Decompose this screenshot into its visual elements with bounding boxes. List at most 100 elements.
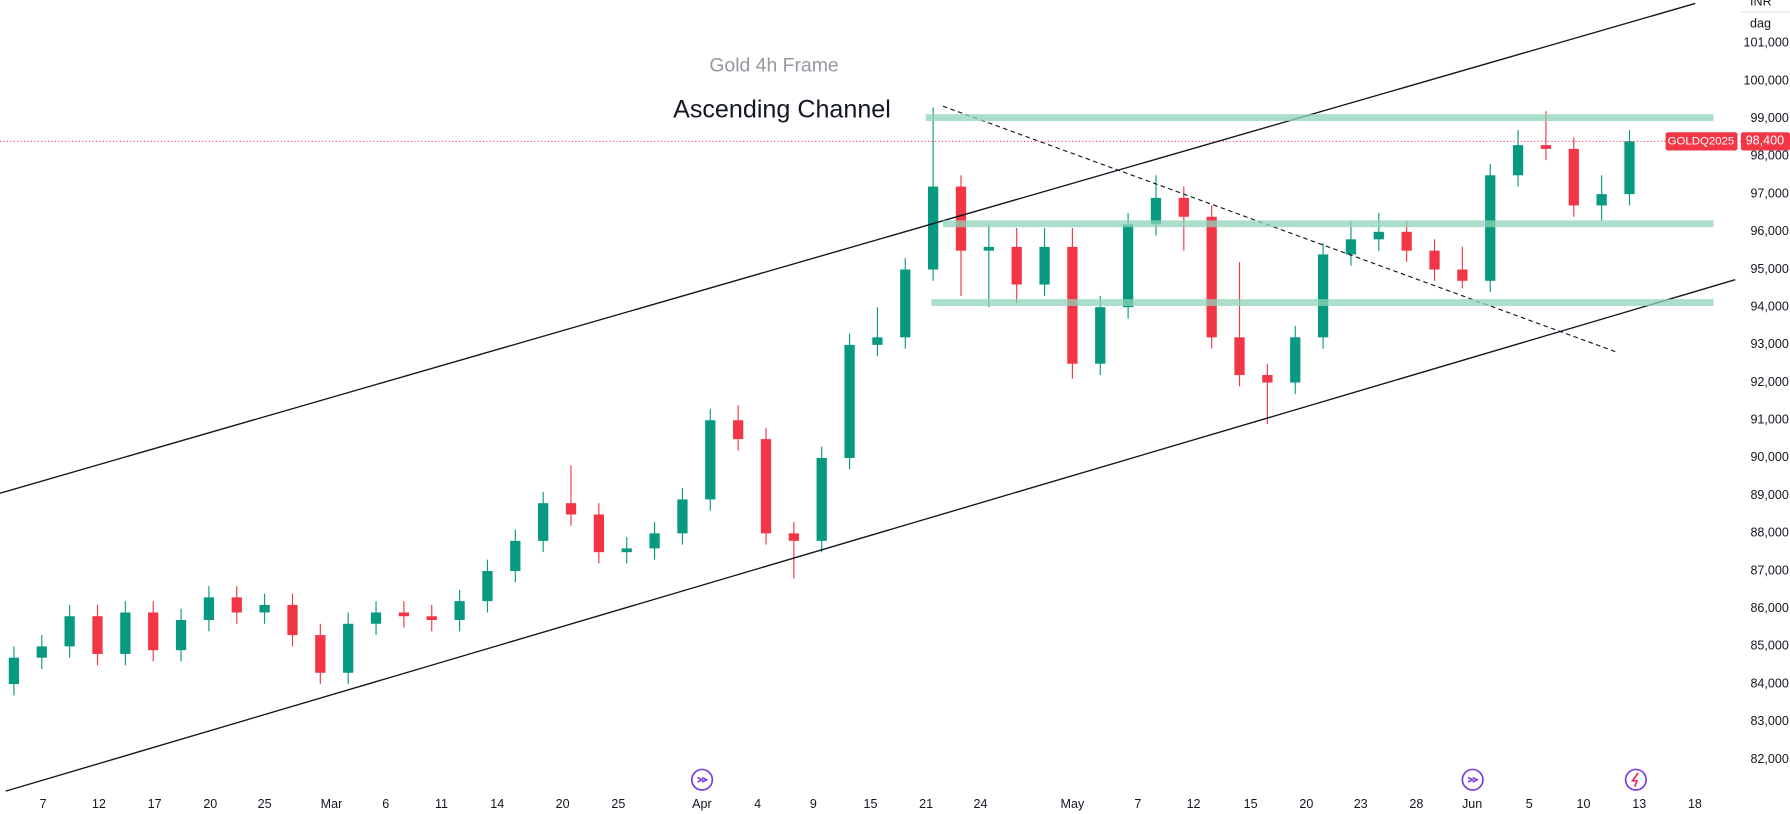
- candle-body: [1457, 269, 1468, 281]
- candle-body: [844, 344, 855, 458]
- candle-body: [538, 503, 549, 541]
- candle-body: [426, 616, 437, 621]
- x-tick-label: 24: [973, 797, 987, 811]
- channel-upper: [0, 2, 1696, 494]
- x-tick-label: 25: [258, 797, 272, 811]
- plot: 82,000 83,000 84,000 85,000 86,000 87,000 88,0…: [0, 36, 1790, 811]
- y-tick-label: 83,000: [1750, 714, 1788, 728]
- y-tick-label: 92,000: [1750, 375, 1788, 389]
- candle-body: [1039, 246, 1050, 285]
- x-tick-label: 20: [203, 797, 217, 811]
- candle-body: [64, 616, 75, 647]
- x-tick-label: 11: [435, 797, 448, 811]
- chart-title: Gold 4h Frame: [709, 54, 838, 76]
- candle-body: [900, 269, 911, 338]
- candle-body: [315, 635, 326, 673]
- price-label: 98,400: [1746, 134, 1784, 148]
- y-tick-label: 99,000: [1750, 111, 1788, 125]
- candle-body: [565, 503, 577, 515]
- candle-body: [1596, 194, 1607, 206]
- candle-body: [398, 612, 410, 617]
- candle-body: [1262, 375, 1273, 383]
- x-tick-label: 14: [490, 797, 504, 811]
- x-tick-label: 12: [1187, 797, 1201, 811]
- y-tick-label: 94,000: [1750, 300, 1788, 314]
- candle-body: [510, 540, 521, 572]
- x-tick-label: 5: [1526, 797, 1533, 811]
- candle-body: [1512, 145, 1524, 176]
- x-tick-label: 18: [1688, 797, 1702, 811]
- x-tick-label: 12: [92, 797, 106, 811]
- x-tick-label: 7: [40, 797, 47, 811]
- candle-body: [36, 646, 47, 658]
- candle-body: [1206, 216, 1217, 338]
- candle-body: [259, 604, 270, 613]
- channel-lower: [5, 279, 1736, 792]
- candle-body: [1234, 337, 1245, 376]
- trend-line: [942, 105, 1616, 353]
- candle-body: [927, 186, 939, 270]
- y-tick-label: 84,000: [1750, 676, 1788, 690]
- annotation: Ascending Channel: [673, 95, 891, 123]
- y-tick-label: 95,000: [1750, 262, 1788, 276]
- unit: dag: [1750, 16, 1771, 30]
- candle-body: [788, 533, 799, 541]
- x-tick-label: 9: [810, 797, 817, 811]
- candle-body: [1345, 239, 1357, 255]
- candle-body: [343, 623, 354, 673]
- y-tick-label: 98,000: [1750, 149, 1788, 163]
- x-tick-label: May: [1061, 797, 1085, 811]
- candle-body: [1178, 197, 1189, 217]
- candle-body: [92, 616, 103, 654]
- y-tick-label: 86,000: [1750, 601, 1788, 615]
- candle-body: [482, 571, 493, 602]
- y-tick-label: 87,000: [1750, 563, 1788, 577]
- event-icon: [1461, 768, 1484, 791]
- event-icon: [1624, 768, 1648, 791]
- x-tick-label: 21: [919, 797, 933, 811]
- resistance-zone: [925, 114, 1714, 122]
- candle-body: [1150, 197, 1162, 225]
- y-tick-label: 82,000: [1750, 752, 1788, 766]
- candle-body: [955, 186, 967, 251]
- candle-body: [287, 604, 298, 636]
- candle-body: [649, 533, 660, 549]
- candle-body: [1429, 250, 1440, 270]
- candle-body: [370, 612, 382, 624]
- candle-body: [872, 337, 883, 345]
- candle-body: [8, 657, 20, 685]
- x-tick-label: 7: [1134, 797, 1141, 811]
- y-tick-label: 90,000: [1750, 450, 1788, 464]
- candle-body: [1011, 246, 1022, 285]
- candle-body: [1401, 231, 1412, 251]
- price-tag: [1740, 132, 1790, 151]
- support-zone: [942, 220, 1714, 228]
- y-tick-label: 91,000: [1750, 413, 1788, 427]
- y-tick-label: 101,000: [1743, 36, 1788, 50]
- x-tick-label: 6: [382, 797, 389, 811]
- candle-body: [733, 420, 744, 440]
- x-tick-label: 28: [1409, 797, 1423, 811]
- divider: [1740, 11, 1790, 13]
- candle-body: [1317, 254, 1329, 338]
- event-icon: [690, 768, 714, 791]
- x-tick-label: 23: [1354, 797, 1368, 811]
- candle-body: [1290, 337, 1301, 383]
- candle-body: [760, 439, 772, 534]
- candle-body: [621, 548, 632, 553]
- x-tick-label: 20: [556, 797, 570, 811]
- x-tick-label: 20: [1299, 797, 1313, 811]
- candle-body: [593, 514, 605, 553]
- y-tick-label: 89,000: [1750, 488, 1788, 502]
- y-tick-label: 100,000: [1743, 73, 1788, 87]
- x-tick-label: 25: [611, 797, 625, 811]
- x-tick-label: Jun: [1462, 797, 1482, 811]
- candle-body: [816, 457, 827, 541]
- x-tick-label: Apr: [692, 797, 712, 811]
- candle-body: [454, 601, 465, 621]
- y-tick-label: 85,000: [1750, 639, 1788, 653]
- candle-body: [1568, 148, 1579, 206]
- candle-body: [120, 612, 131, 654]
- y-tick-label: 88,000: [1750, 526, 1788, 540]
